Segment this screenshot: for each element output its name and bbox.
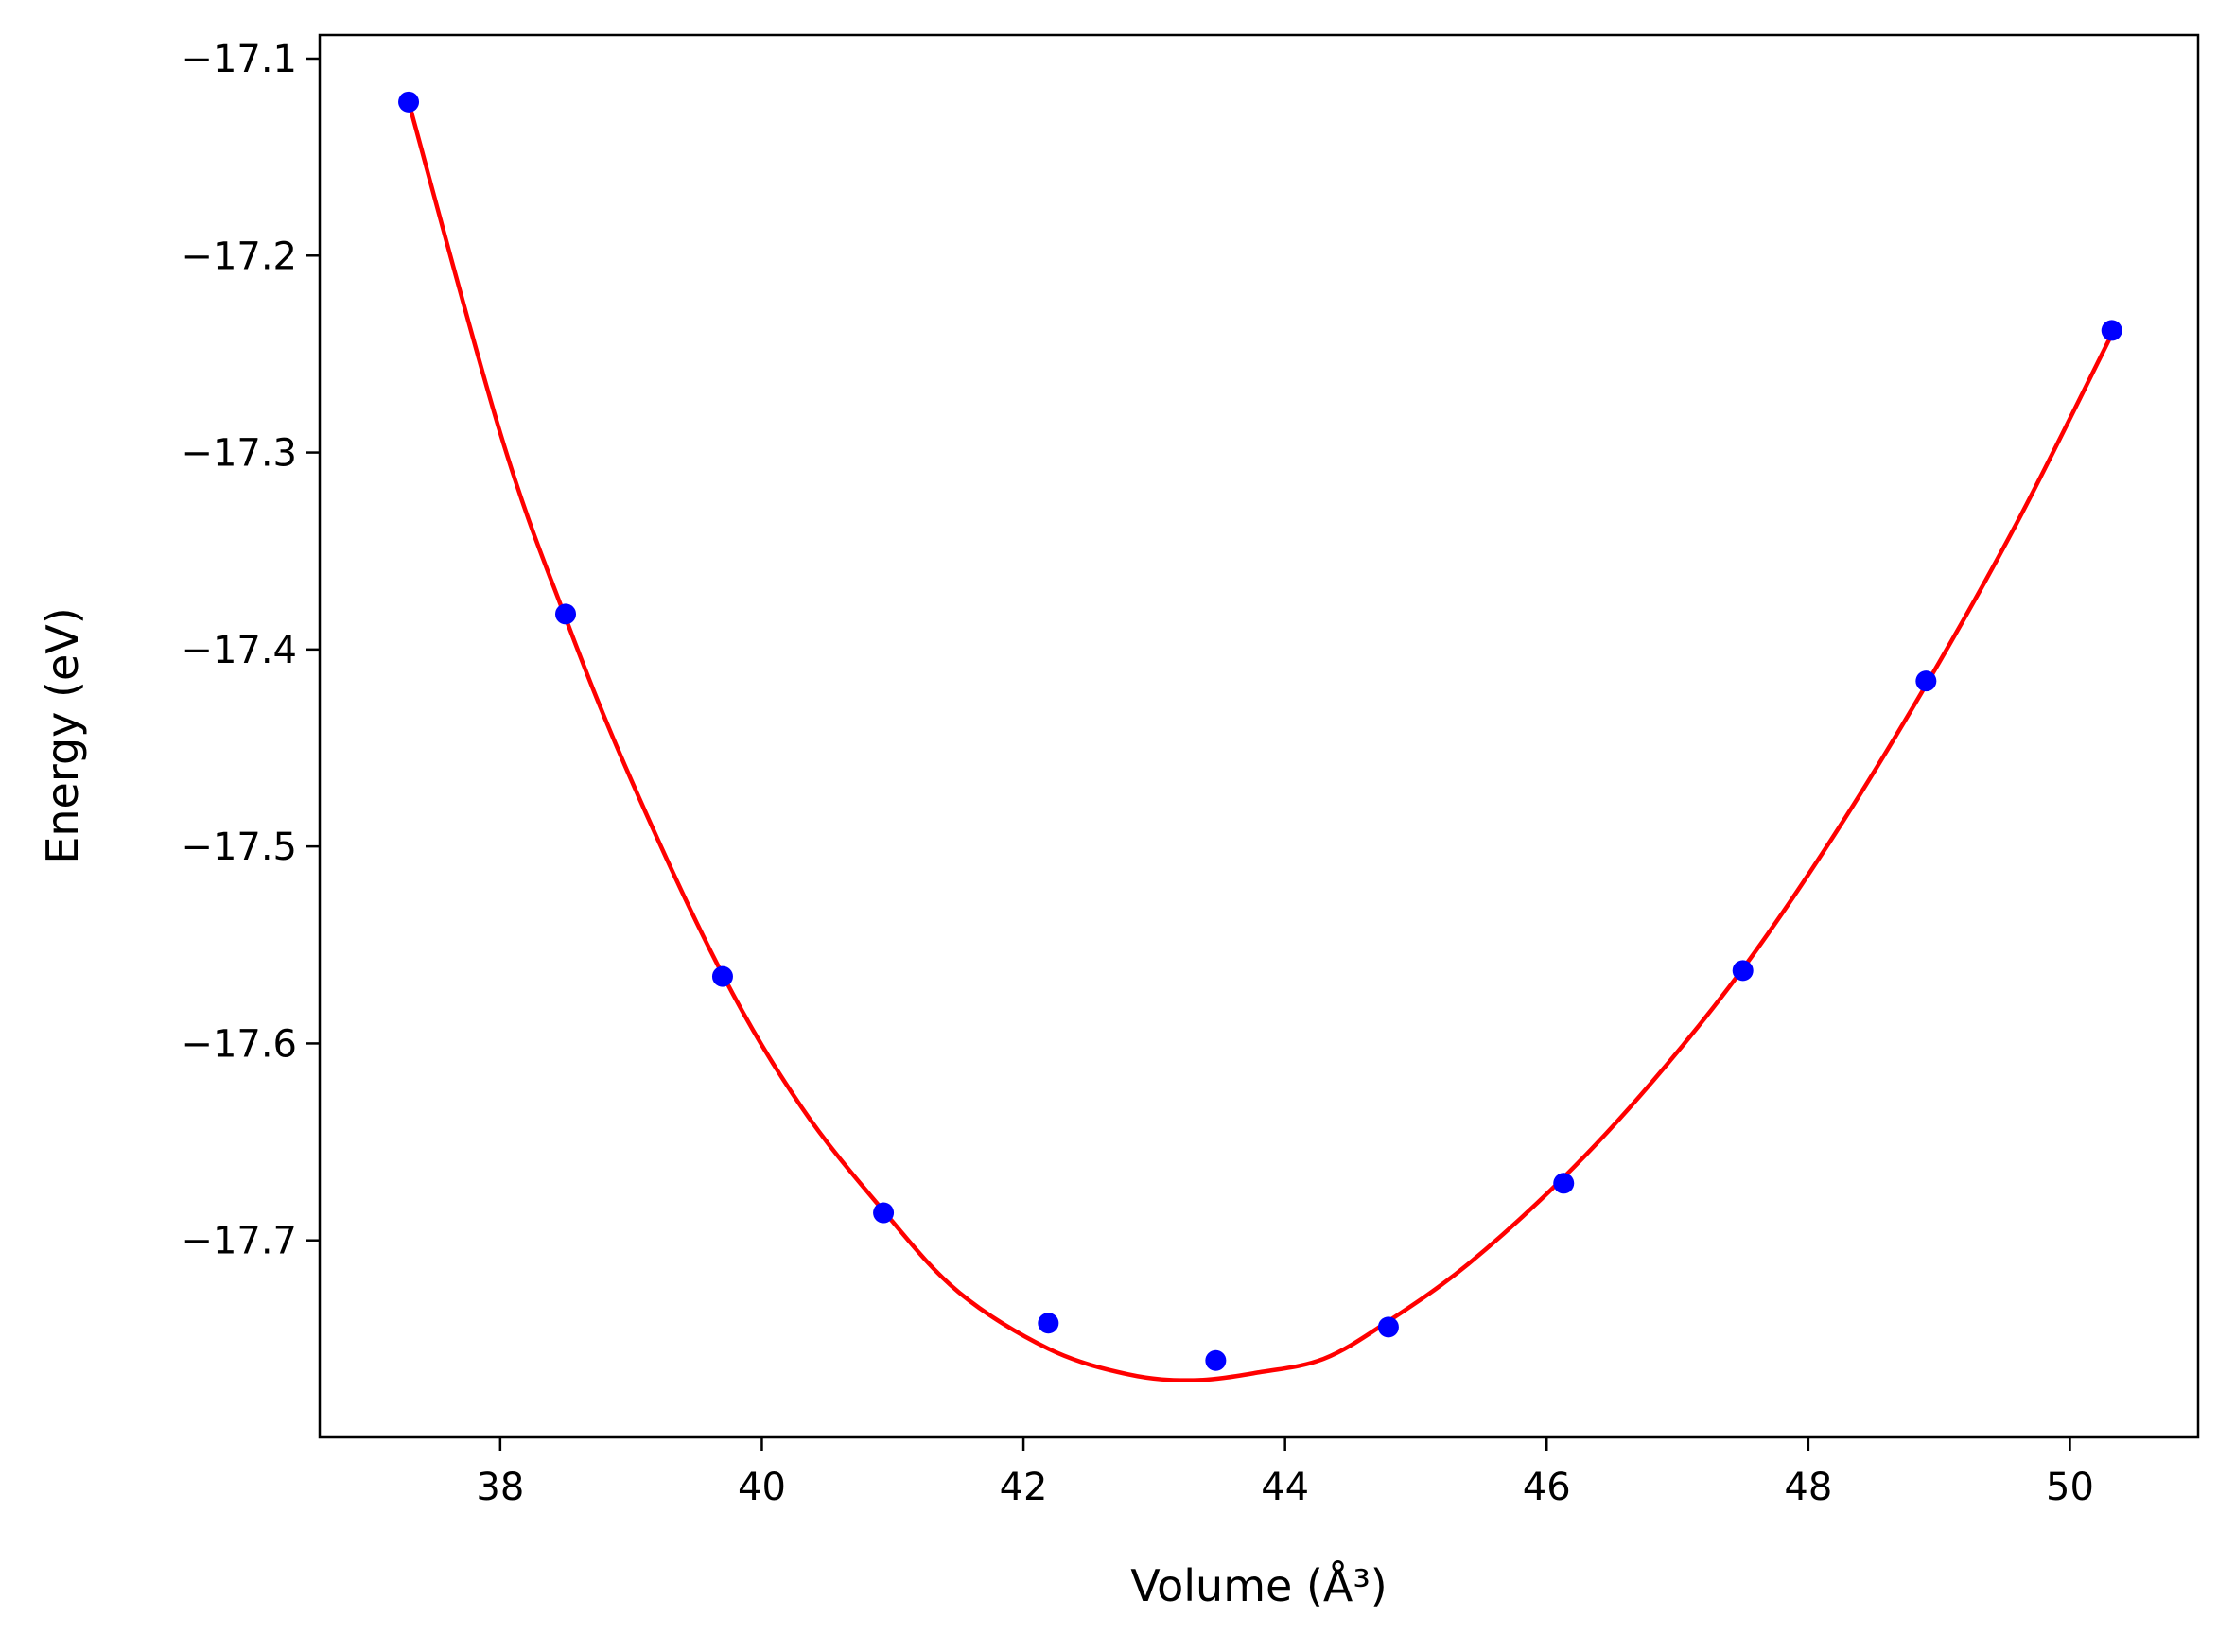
data-point (873, 1202, 895, 1224)
y-axis-label: Energy (eV) (37, 607, 88, 863)
fit-curve-line (406, 101, 2114, 1382)
data-point (1038, 1313, 1059, 1334)
plot-area (398, 91, 2122, 1382)
x-tick-label: 44 (1261, 1466, 1309, 1509)
y-tick-label: −17.4 (181, 629, 297, 672)
data-point (555, 603, 577, 625)
data-point (1915, 670, 1937, 692)
y-tick-label: −17.3 (181, 432, 297, 476)
data-point (1377, 1316, 1399, 1338)
y-tick-label: −17.6 (181, 1022, 297, 1066)
y-tick-label: −17.5 (181, 826, 297, 869)
x-tick-label: 50 (2046, 1466, 2094, 1509)
x-tick-label: 40 (738, 1466, 786, 1509)
y-tick-label: −17.7 (181, 1220, 297, 1263)
data-point (1205, 1349, 1227, 1371)
plot-frame (318, 33, 2200, 1439)
y-axis-ticks: −17.7 −17.6 −17.5 −17.4 −17.3 −17.2 −17.1 (181, 38, 320, 1263)
data-point (2101, 320, 2122, 341)
data-point (1732, 960, 1754, 982)
x-tick-label: 38 (476, 1466, 524, 1509)
x-tick-label: 46 (1523, 1466, 1571, 1509)
data-point (1553, 1173, 1575, 1194)
y-tick-label: −17.1 (181, 38, 297, 81)
x-axis-label: Volume (Å³) (1130, 1560, 1388, 1611)
x-axis-ticks: 38 40 42 44 46 48 50 (476, 1437, 2094, 1509)
y-tick-label: −17.2 (181, 235, 297, 278)
x-tick-label: 42 (1000, 1466, 1048, 1509)
data-point (711, 965, 733, 987)
data-point (398, 91, 420, 113)
x-tick-label: 48 (1784, 1466, 1832, 1509)
